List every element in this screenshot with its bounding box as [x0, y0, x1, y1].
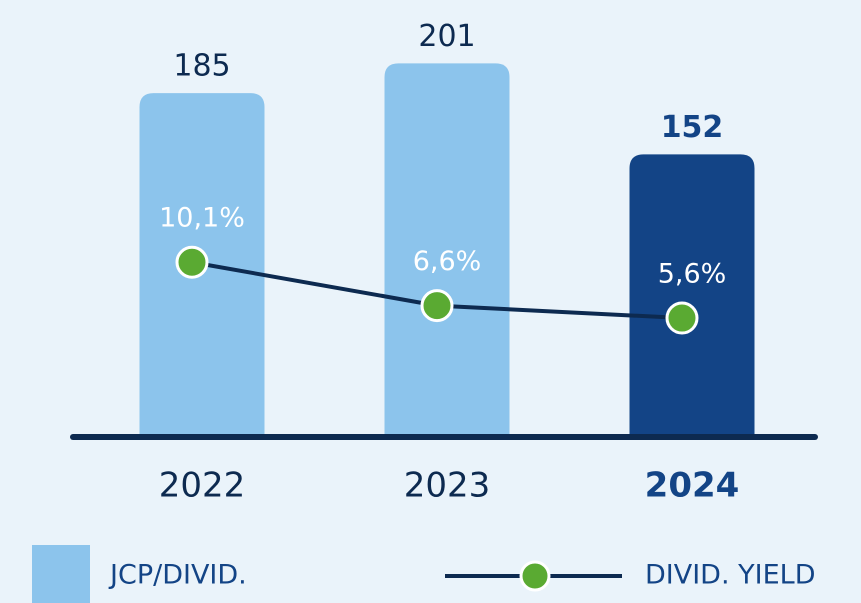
legend-marker [519, 560, 551, 592]
yield-label: 5,6% [658, 259, 727, 290]
legend-swatch [32, 545, 90, 603]
x-tick-label: 2024 [645, 466, 740, 506]
legend-label: JCP/DIVID. [108, 560, 247, 591]
x-tick-label: 2022 [159, 466, 246, 506]
bar-value-label: 152 [661, 110, 724, 145]
bar [384, 63, 510, 438]
x-tick-label: 2023 [404, 466, 491, 506]
bar [629, 154, 755, 437]
yield-point [665, 301, 699, 335]
legend-label: DIVID. YIELD [645, 560, 816, 591]
yield-label: 10,1% [159, 203, 245, 234]
yield-label: 6,6% [413, 246, 482, 277]
bar-value-label: 185 [173, 49, 230, 84]
x-axis-line [70, 434, 818, 440]
yield-point [175, 245, 209, 279]
yield-point [420, 289, 454, 323]
bar-value-label: 201 [418, 19, 475, 54]
